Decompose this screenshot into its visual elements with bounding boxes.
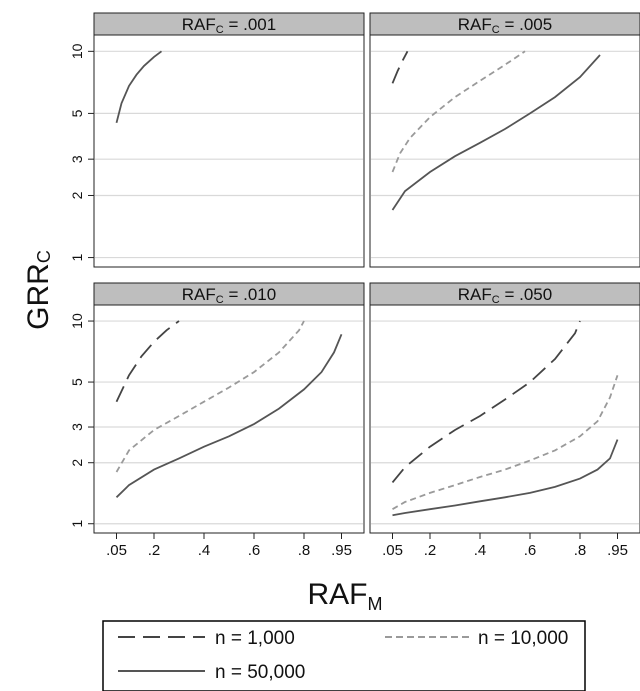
y-tick-label: 3 bbox=[69, 423, 85, 431]
x-tick-label: .95 bbox=[331, 542, 352, 559]
panel-title-sub: C bbox=[492, 24, 500, 36]
panel-title-main: RAF bbox=[458, 15, 492, 34]
panel-title-main: RAF bbox=[182, 15, 216, 34]
series-line-n10000 bbox=[392, 375, 619, 510]
panel-title: RAFC = .001 bbox=[182, 15, 276, 36]
panel-3: RAFC = .010 1 2 3 5 10 .05 .2 .4 .6 .8 .95 bbox=[69, 282, 365, 559]
legend: n = 1,000 n = 10,000 n = 50,000 bbox=[102, 620, 586, 691]
y-tick-label: 3 bbox=[69, 155, 85, 163]
panel-title-value: = .005 bbox=[500, 15, 552, 34]
panel-1: RAFC = .001 1 2 3 5 10 bbox=[69, 12, 365, 268]
panel-title: RAFC = .050 bbox=[458, 285, 552, 306]
panel-title-value: = .050 bbox=[500, 285, 552, 304]
panel-title-main: RAF bbox=[458, 285, 492, 304]
plot-area bbox=[93, 304, 365, 534]
plot-area bbox=[369, 34, 640, 268]
x-tick-label: .6 bbox=[248, 542, 261, 559]
series-line-n50000 bbox=[115, 333, 343, 498]
x-tick-label: .8 bbox=[298, 542, 311, 559]
x-tick-label: .4 bbox=[474, 542, 487, 559]
legend-label-n50000: n = 50,000 bbox=[215, 662, 305, 683]
x-tick-label: .05 bbox=[106, 542, 127, 559]
x-tick-label: .4 bbox=[198, 542, 211, 559]
panel-title: RAFC = .005 bbox=[458, 15, 552, 36]
series-line-n1000 bbox=[391, 50, 409, 84]
panel-title-value: = .001 bbox=[224, 15, 276, 34]
legend-label-n10000: n = 10,000 bbox=[478, 628, 568, 649]
y-tick-label: 10 bbox=[69, 313, 85, 329]
y-tick-label: 1 bbox=[69, 520, 85, 528]
series-line-n50000 bbox=[391, 54, 601, 211]
x-axis-title-main: RAF bbox=[308, 578, 368, 611]
x-tick-label: .8 bbox=[574, 542, 587, 559]
y-tick-label: 5 bbox=[69, 378, 85, 386]
svg-text:GRRC: GRRC bbox=[22, 250, 55, 330]
plot-area bbox=[93, 34, 365, 268]
x-tick-label: .2 bbox=[424, 542, 437, 559]
panel-2: RAFC = .005 bbox=[369, 12, 640, 268]
y-tick-label: 10 bbox=[69, 43, 85, 59]
y-tick-label: 2 bbox=[69, 459, 85, 467]
series-line-n1000 bbox=[391, 320, 581, 483]
x-axis-title-sub: M bbox=[368, 594, 383, 614]
svg-text:RAFM: RAFM bbox=[308, 578, 383, 614]
y-tick-label: 5 bbox=[69, 109, 85, 117]
panel-title-main: RAF bbox=[182, 285, 216, 304]
panel-4: RAFC = .050 .05 .2 .4 .6 .8 .95 bbox=[369, 282, 640, 559]
legend-label-n1000: n = 1,000 bbox=[215, 628, 295, 649]
series-line-n50000 bbox=[392, 439, 619, 517]
panel-title-sub: C bbox=[216, 294, 224, 306]
x-axis-title: RAFM bbox=[308, 578, 383, 614]
y-tick-label: 2 bbox=[69, 191, 85, 199]
panel-title-sub: C bbox=[492, 294, 500, 306]
plot-area bbox=[369, 304, 640, 534]
x-tick-label: .6 bbox=[524, 542, 537, 559]
panel-title-value: = .010 bbox=[224, 285, 276, 304]
series-line-n10000 bbox=[115, 320, 305, 473]
x-tick-label: .2 bbox=[148, 542, 161, 559]
panel-title-sub: C bbox=[216, 24, 224, 36]
y-axis-title-sub: C bbox=[34, 250, 54, 263]
series-line-n1000 bbox=[115, 320, 180, 403]
legend-box bbox=[102, 620, 586, 691]
y-axis-title-main: GRR bbox=[22, 263, 55, 330]
x-tick-label: .95 bbox=[607, 542, 628, 559]
y-tick-label: 1 bbox=[69, 253, 85, 261]
series-line-n50000 bbox=[115, 50, 163, 124]
x-tick-label: .05 bbox=[382, 542, 403, 559]
y-axis-title: GRRC bbox=[22, 250, 55, 330]
series-line-n10000 bbox=[391, 50, 526, 173]
panel-title: RAFC = .010 bbox=[182, 285, 276, 306]
